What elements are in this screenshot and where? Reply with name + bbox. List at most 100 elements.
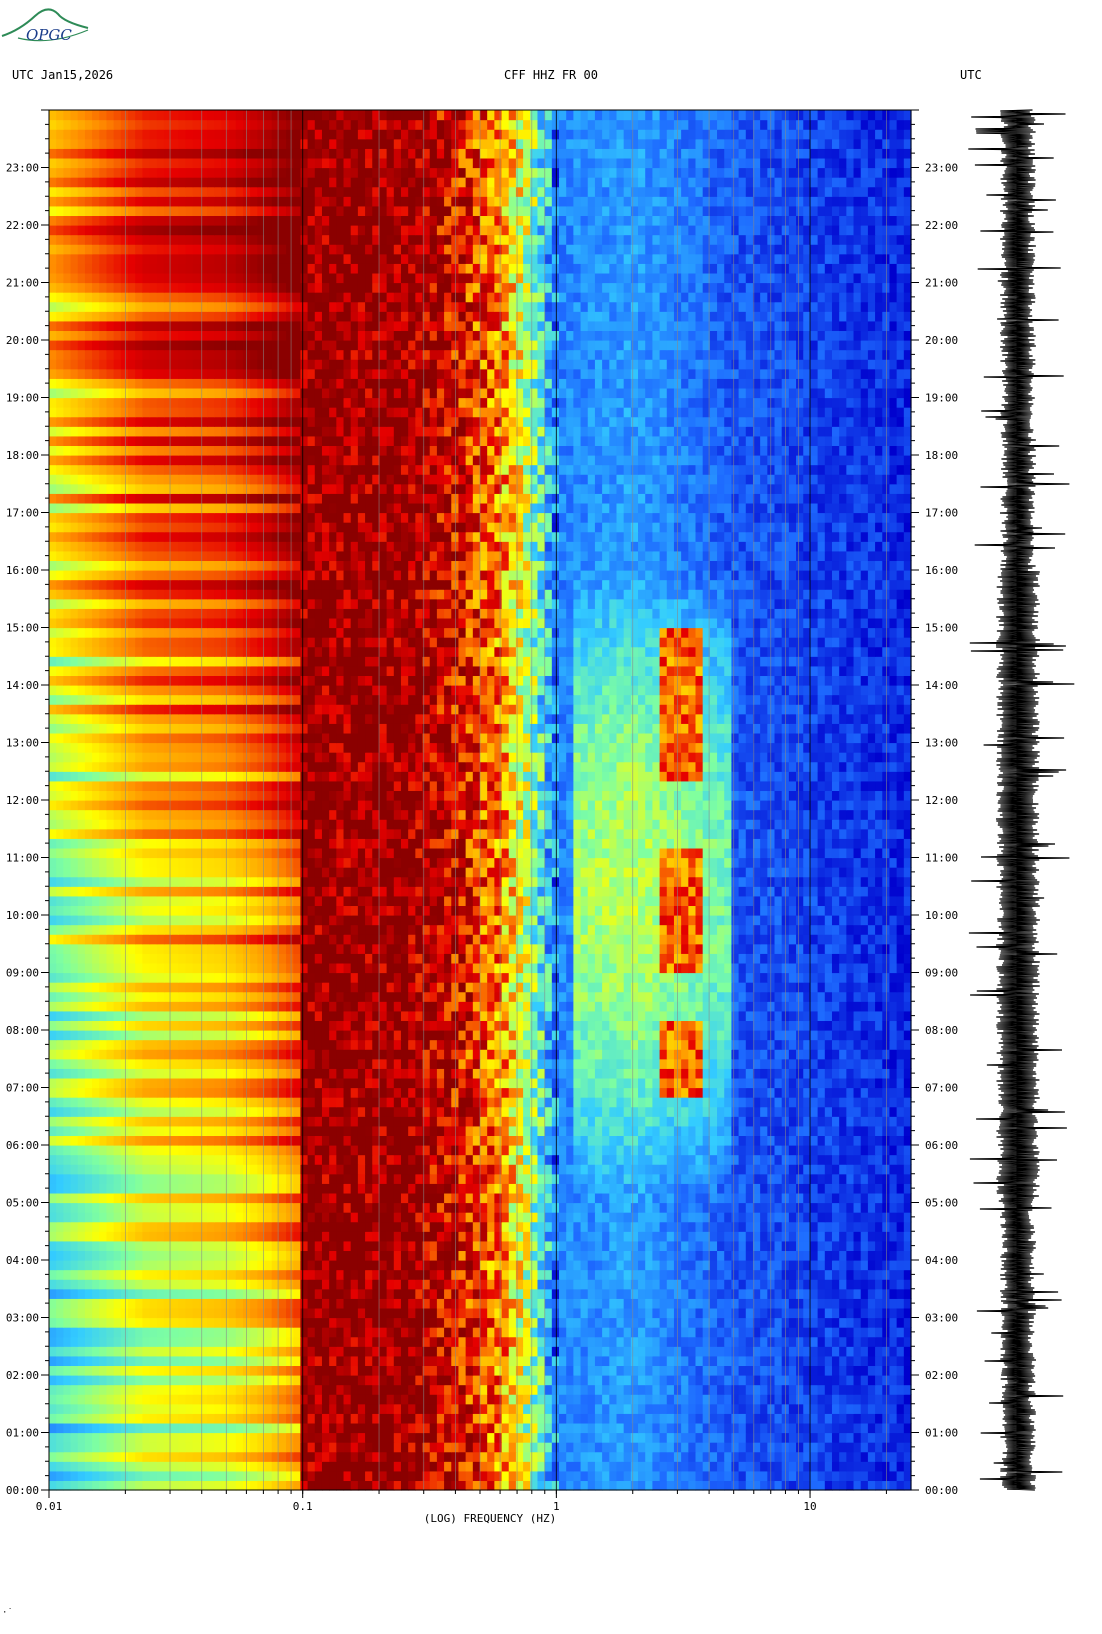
heatmap-cell	[889, 1394, 898, 1405]
heatmap-cell	[602, 1106, 610, 1117]
heatmap-cell	[609, 1269, 618, 1280]
heatmap-cell	[393, 1154, 402, 1165]
heatmap-cell	[242, 1365, 251, 1376]
heatmap-cell	[135, 1087, 143, 1098]
heatmap-cell	[185, 1365, 194, 1376]
heatmap-cell	[774, 1135, 783, 1146]
heatmap-cell	[314, 1394, 323, 1405]
heatmap-cell	[889, 1125, 898, 1137]
heatmap-cell	[199, 1384, 208, 1395]
heatmap-cell	[70, 1116, 79, 1127]
heatmap-cell	[508, 1288, 517, 1299]
heatmap-cell	[329, 1307, 337, 1319]
heatmap-cell	[379, 1221, 388, 1232]
heatmap-cell	[429, 1183, 438, 1194]
heatmap-cell	[49, 1221, 57, 1232]
heatmap-cell	[803, 1422, 812, 1434]
heatmap-cell	[242, 1461, 251, 1472]
heatmap-cell	[796, 1097, 804, 1108]
heatmap-cell	[465, 1470, 474, 1482]
heatmap-cell	[853, 1461, 862, 1472]
heatmap-cell	[465, 1461, 474, 1472]
heatmap-cell	[609, 1221, 618, 1232]
heatmap-cell	[393, 1183, 402, 1194]
heatmap-cell	[250, 1192, 258, 1204]
heatmap-cell	[724, 1403, 733, 1414]
heatmap-cell	[530, 1279, 539, 1290]
heatmap-cell	[501, 1403, 510, 1414]
heatmap-cell	[286, 1432, 294, 1443]
heatmap-cell	[278, 1145, 287, 1156]
heatmap-cell	[199, 1375, 208, 1386]
heatmap-cell	[120, 1461, 129, 1472]
heatmap-cell	[350, 1221, 359, 1232]
heatmap-cell	[142, 1461, 151, 1472]
heatmap-cell	[207, 1154, 215, 1165]
heatmap-cell	[307, 1240, 316, 1252]
heatmap-cell	[903, 1288, 912, 1299]
heatmap-cell	[56, 1394, 64, 1405]
heatmap-cell	[602, 1451, 610, 1462]
heatmap-cell	[314, 1422, 323, 1434]
heatmap-cell	[120, 1240, 129, 1252]
heatmap-cell	[638, 1116, 646, 1127]
heatmap-cell	[824, 1164, 833, 1175]
heatmap-cell	[92, 1183, 100, 1194]
heatmap-cell	[293, 1442, 302, 1453]
heatmap-cell	[293, 1336, 302, 1347]
heatmap-cell	[99, 1097, 108, 1108]
heatmap-cell	[278, 1269, 287, 1280]
heatmap-cell	[128, 1442, 136, 1453]
heatmap-cell	[824, 1403, 833, 1414]
heatmap-cell	[171, 1183, 179, 1194]
logo-swoosh	[1, 8, 89, 37]
heatmap-cell	[875, 1260, 883, 1271]
heatmap-cell	[666, 1403, 675, 1414]
heatmap-cell	[515, 1250, 524, 1261]
heatmap-cell	[207, 1432, 215, 1443]
heatmap-cell	[559, 1327, 567, 1338]
heatmap-cell	[587, 1260, 596, 1271]
heatmap-cell	[63, 1125, 72, 1137]
heatmap-cell	[609, 1279, 618, 1290]
heatmap-cell	[709, 1422, 718, 1434]
heatmap-cell	[84, 1394, 93, 1405]
heatmap-cell	[530, 1403, 539, 1414]
heatmap-cell	[264, 1173, 273, 1184]
heatmap-cell	[336, 1317, 345, 1328]
heatmap-cell	[515, 1106, 524, 1117]
heatmap-cell	[49, 1087, 57, 1098]
heatmap-cell	[372, 1480, 381, 1491]
heatmap-cell	[551, 1480, 560, 1491]
heatmap-cell	[264, 1442, 273, 1453]
heatmap-cell	[752, 1135, 761, 1146]
heatmap-cell	[681, 1327, 689, 1338]
heatmap-cell	[587, 1097, 596, 1108]
heatmap-cell	[365, 1355, 373, 1367]
heatmap-cell	[702, 1317, 711, 1328]
heatmap-cell	[77, 1413, 86, 1424]
heatmap-cell	[767, 1327, 776, 1338]
heatmap-cell	[429, 1260, 438, 1271]
heatmap-cell	[393, 1164, 402, 1175]
heatmap-cell	[56, 1116, 64, 1127]
heatmap-cell	[92, 1384, 100, 1395]
heatmap-cell	[824, 1432, 833, 1443]
heatmap-cell	[673, 1260, 682, 1271]
heatmap-cell	[214, 1432, 222, 1443]
heatmap-cell	[860, 1240, 869, 1252]
heatmap-cell	[508, 1260, 517, 1271]
heatmap-cell	[767, 1097, 776, 1108]
heatmap-cell	[508, 1375, 517, 1386]
heatmap-cell	[623, 1336, 632, 1347]
heatmap-cell	[156, 1422, 165, 1434]
heatmap-cell	[846, 1183, 855, 1194]
heatmap-cell	[300, 1087, 309, 1098]
heatmap-cell	[422, 1269, 431, 1280]
heatmap-cell	[487, 1154, 495, 1165]
heatmap-cell	[752, 1269, 761, 1280]
heatmap-cell	[321, 1145, 330, 1156]
heatmap-cell	[429, 1298, 438, 1309]
heatmap-cell	[752, 1327, 761, 1338]
heatmap-cell	[135, 1250, 143, 1261]
